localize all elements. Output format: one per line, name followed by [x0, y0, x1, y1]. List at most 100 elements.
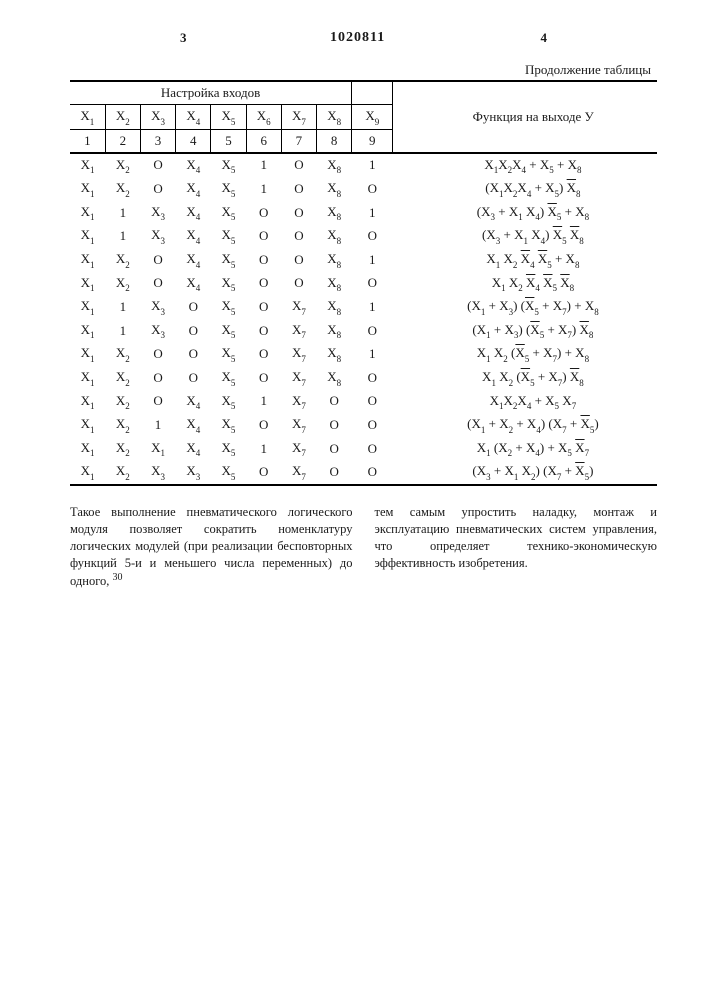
header-var-2: X2 — [105, 105, 140, 130]
function-cell: (X1X2X4 + X5) X8 — [393, 177, 657, 201]
table-row: X11X3X4X5OOX8O(X3 + X1 X4) X5 X8 — [70, 224, 657, 248]
table-cell: O — [317, 390, 352, 414]
table-body: X1X2OX4X51OX81X1X2X4 + X5 + X8X1X2OX4X51… — [70, 153, 657, 485]
table-cell: X5 — [211, 437, 246, 461]
table-cell: O — [140, 342, 175, 366]
table-cell: X5 — [211, 153, 246, 178]
function-cell: X1 X2 (X5 + X7) + X8 — [393, 342, 657, 366]
table-cell: O — [246, 295, 281, 319]
line-number: 30 — [113, 572, 123, 583]
table-cell: X3 — [140, 319, 175, 343]
table-cell: X3 — [140, 295, 175, 319]
table-cell: 1 — [246, 390, 281, 414]
table-cell: X2 — [105, 460, 140, 485]
table-cell: X1 — [70, 366, 105, 390]
table-cell: O — [317, 460, 352, 485]
table-cell: X5 — [211, 177, 246, 201]
table-cell: O — [281, 224, 316, 248]
table-cell: X8 — [317, 153, 352, 178]
table-cell: O — [246, 319, 281, 343]
table-cell: X3 — [140, 460, 175, 485]
table-cell: O — [352, 224, 393, 248]
table-cell: O — [246, 272, 281, 296]
table-cell: O — [352, 366, 393, 390]
table-cell: X7 — [281, 437, 316, 461]
table-cell: X1 — [70, 248, 105, 272]
table-cell: O — [140, 366, 175, 390]
function-cell: X1X2X4 + X5 + X8 — [393, 153, 657, 178]
table-cell: X4 — [176, 272, 211, 296]
table-cell: X7 — [281, 460, 316, 485]
table-cell: O — [246, 224, 281, 248]
table-cell: O — [140, 272, 175, 296]
table-cell: X4 — [176, 437, 211, 461]
table-cell: X5 — [211, 413, 246, 437]
table-cell: 1 — [246, 437, 281, 461]
header-idx-3: 3 — [140, 129, 175, 153]
header-idx-8: 8 — [317, 129, 352, 153]
table-cell: X4 — [176, 390, 211, 414]
table-cell: X4 — [176, 224, 211, 248]
table-cell: X3 — [140, 201, 175, 225]
header-idx-9: 9 — [352, 129, 393, 153]
table-cell: X8 — [317, 342, 352, 366]
header-idx-2: 2 — [105, 129, 140, 153]
table-cell: O — [352, 460, 393, 485]
table-cell: X2 — [105, 437, 140, 461]
table-row: X1X2OX4X51OX81X1X2X4 + X5 + X8 — [70, 153, 657, 178]
spacer-cell — [352, 81, 393, 105]
table-row: X1X2OX4X5OOX8OX1 X2 X4 X5 X8 — [70, 272, 657, 296]
table-cell: 1 — [105, 201, 140, 225]
table-cell: O — [352, 272, 393, 296]
table-cell: O — [246, 342, 281, 366]
table-cell: 1 — [352, 201, 393, 225]
header-idx-1: 1 — [70, 129, 105, 153]
table-cell: X5 — [211, 295, 246, 319]
header-var-7: X7 — [281, 105, 316, 130]
table-row: X1X2X1X4X51X7OOX1 (X2 + X4) + X5 X7 — [70, 437, 657, 461]
table-cell: X5 — [211, 460, 246, 485]
table-cell: 1 — [246, 177, 281, 201]
function-cell: X1X2X4 + X5 X7 — [393, 390, 657, 414]
table-continuation-label: Продолжение таблицы — [70, 62, 651, 78]
inputs-title: Настройка входов — [70, 81, 352, 105]
table-row: X1X2OX4X51OX8O(X1X2X4 + X5) X8 — [70, 177, 657, 201]
table-cell: O — [317, 413, 352, 437]
header-var-5: X5 — [211, 105, 246, 130]
table-cell: X7 — [281, 390, 316, 414]
table-cell: O — [246, 248, 281, 272]
table-cell: X5 — [211, 319, 246, 343]
table-cell: 1 — [105, 295, 140, 319]
table-cell: X5 — [211, 201, 246, 225]
function-cell: X1 X2 (X5 + X7) X8 — [393, 366, 657, 390]
header-idx-6: 6 — [246, 129, 281, 153]
function-cell: (X3 + X1 X4) X5 X8 — [393, 224, 657, 248]
header-var-9: X9 — [352, 105, 393, 130]
table-cell: X5 — [211, 390, 246, 414]
table-cell: O — [281, 272, 316, 296]
table-cell: X8 — [317, 319, 352, 343]
table-cell: O — [352, 390, 393, 414]
table-cell: O — [246, 201, 281, 225]
table-cell: 1 — [352, 342, 393, 366]
function-cell: (X1 + X3) (X5 + X7) + X8 — [393, 295, 657, 319]
table-cell: O — [352, 413, 393, 437]
table-cell: 1 — [105, 319, 140, 343]
body-text-right: тем самым упростить наладку, монтаж и эк… — [375, 504, 658, 591]
table-cell: X5 — [211, 272, 246, 296]
function-cell: (X3 + X1 X4) X5 + X8 — [393, 201, 657, 225]
table-cell: X5 — [211, 248, 246, 272]
table-row: X1X21X4X5OX7OO(X1 + X2 + X4) (X7 + X5) — [70, 413, 657, 437]
table-cell: X1 — [140, 437, 175, 461]
table-cell: X5 — [211, 366, 246, 390]
table-cell: X8 — [317, 177, 352, 201]
table-cell: X8 — [317, 272, 352, 296]
header-idx-5: 5 — [211, 129, 246, 153]
table-cell: X1 — [70, 295, 105, 319]
table-cell: 1 — [352, 295, 393, 319]
table-cell: O — [281, 177, 316, 201]
page-number-left: 3 — [180, 30, 187, 46]
function-cell: (X3 + X1 X2) (X7 + X5) — [393, 460, 657, 485]
table-cell: O — [140, 177, 175, 201]
table-cell: X1 — [70, 319, 105, 343]
